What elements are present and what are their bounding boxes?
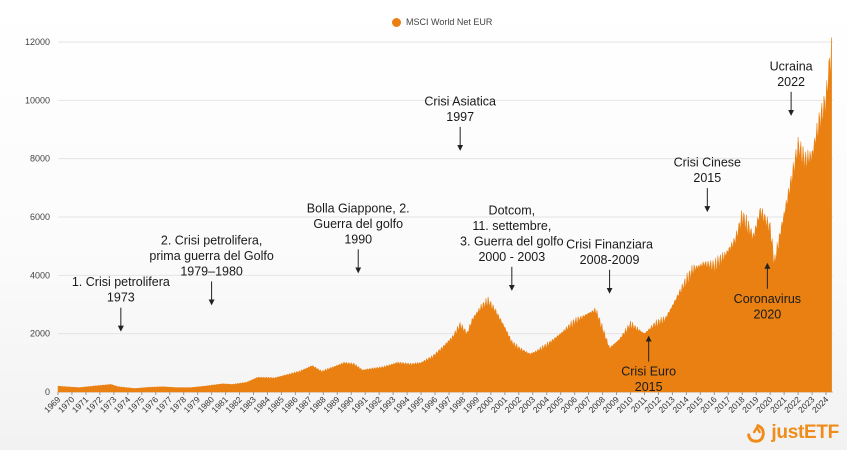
y-tick-label: 6000 (30, 212, 50, 222)
annotation-label: Crisi Asiatica (424, 94, 496, 108)
annotation: 1. Crisi petrolifera 1973 (72, 275, 170, 332)
legend[interactable]: MSCI World Net EUR (392, 17, 492, 27)
annotation-label: 2. Crisi petrolifera, (161, 233, 262, 247)
justetf-logo-icon (747, 424, 766, 443)
legend-marker (392, 17, 401, 27)
y-axis: 0 2000 4000 6000 8000 10000 12000 (25, 37, 50, 397)
series-area (57, 37, 832, 393)
annotation-label: 1. Crisi petrolifera (72, 275, 170, 289)
annotation: 2. Crisi petrolifera, prima guerra del Go… (149, 233, 274, 306)
annotation: Crisi Finanziara 2008-2009 (566, 237, 653, 294)
series-layer (57, 37, 832, 393)
annotation-label: 1973 (107, 291, 135, 305)
annotation: Dotcom, 11. settembre,3. Guerra del golfo… (460, 203, 564, 291)
annotation-label: prima guerra del Golfo (149, 249, 273, 263)
brand-logo: justETF (745, 422, 839, 444)
y-tick-label: 2000 (30, 329, 50, 339)
annotation-label: 2008-2009 (580, 253, 640, 267)
y-tick-label: 0 (45, 387, 50, 397)
annotation-label: Crisi Euro (621, 365, 676, 379)
annotation-label: Crisi Finanziara (566, 237, 653, 251)
x-tick-label: 2024 (810, 394, 831, 415)
annotation-label: 2022 (777, 75, 805, 89)
y-tick-label: 8000 (30, 154, 50, 164)
y-tick-label: 10000 (25, 95, 50, 105)
annotation-label: Ucraina (770, 59, 813, 73)
annotation-label: 2020 (753, 307, 781, 321)
annotation-label: Coronavirus (734, 292, 801, 306)
annotation-label: Guerra del golfo (313, 217, 403, 231)
annotations: 1. Crisi petrolifera 1973 2. Crisi petroli… (72, 59, 813, 394)
x-axis: 1969197019711972197319741975197619771978… (42, 392, 831, 415)
annotation: Ucraina 2022 (770, 59, 813, 116)
annotation-label: 3. Guerra del golfo (460, 234, 564, 248)
annotation-label: 2015 (693, 171, 721, 185)
annotation-label: 1997 (446, 110, 474, 124)
annotation-label: 2015 (635, 380, 663, 394)
annotation-label: 2000 - 2003 (478, 250, 545, 264)
y-tick-label: 12000 (25, 37, 50, 47)
annotation: Crisi Asiatica 1997 (424, 94, 496, 151)
grid (58, 41, 833, 393)
annotation-label: 11. settembre, (472, 219, 551, 233)
annotation-label: Crisi Cinese (674, 156, 741, 170)
annotation-label: Dotcom, (489, 203, 536, 217)
annotation-label: Bolla Giappone, 2. (307, 201, 410, 215)
annotation-label: 1979–1980 (180, 264, 243, 278)
annotation-label: 1990 (344, 232, 372, 246)
legend-label: MSCI World Net EUR (406, 17, 493, 27)
brand-text: justETF (771, 422, 839, 443)
y-tick-label: 4000 (30, 270, 50, 280)
